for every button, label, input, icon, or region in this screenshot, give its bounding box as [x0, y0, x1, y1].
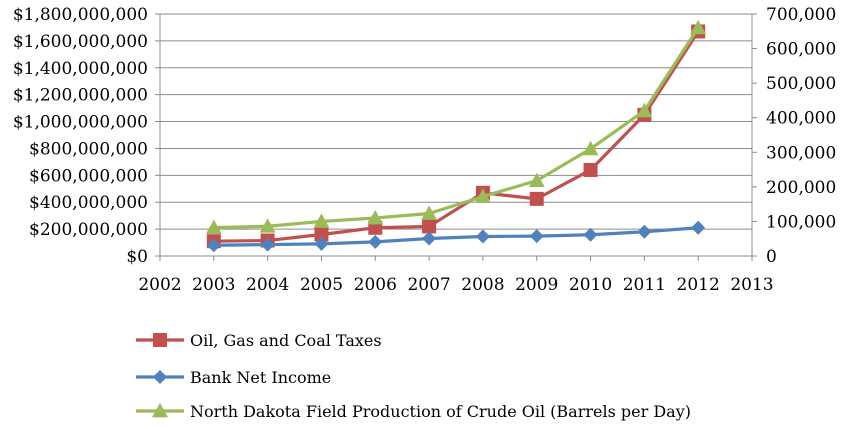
legend-label: Oil, Gas and Coal Taxes	[190, 331, 382, 350]
data-point-bank	[368, 234, 383, 249]
data-point-crude	[582, 140, 599, 156]
data-point-taxes	[529, 191, 544, 206]
data-point-bank	[314, 236, 329, 251]
x-tick-label: 2007	[407, 275, 450, 295]
x-tick-label: 2002	[138, 275, 181, 295]
data-point-crude	[474, 188, 491, 203]
left-tick-label: $600,000,000	[29, 166, 148, 186]
left-tick-label: $400,000,000	[29, 193, 148, 213]
series-bank	[206, 220, 706, 253]
left-axis-tick-labels: $0 $200,000,000 $400,000,000 $600,000,000 $8…	[13, 5, 148, 267]
gridlines	[160, 13, 752, 230]
legend-item-crude: North Dakota Field Production of Crude O…	[136, 402, 691, 421]
x-tick-label: 2010	[569, 275, 612, 295]
x-tick-label: 2004	[246, 275, 289, 295]
data-point-taxes	[583, 162, 598, 177]
x-tick-label: 2005	[300, 275, 343, 295]
right-tick-label: 100,000	[766, 212, 836, 232]
data-point-bank	[529, 229, 544, 244]
legend-swatch-marker	[152, 403, 168, 418]
right-tick-label: 500,000	[766, 74, 836, 94]
data-point-bank	[422, 231, 437, 246]
series-crude	[205, 19, 707, 235]
legend-swatch-marker	[153, 333, 167, 347]
series-line-taxes	[213, 30, 700, 243]
series-line-crude	[213, 26, 700, 230]
x-tick-label: 2003	[192, 275, 235, 295]
data-point-bank	[637, 224, 652, 239]
data-point-taxes	[314, 227, 329, 242]
legend-item-bank: Bank Net Income	[136, 368, 331, 387]
right-tick-label: 400,000	[766, 109, 836, 129]
left-tick-label: $1,800,000,000	[13, 5, 148, 25]
legend-item-taxes: Oil, Gas and Coal Taxes	[136, 331, 382, 350]
legend: Oil, Gas and Coal Taxes Bank Net Income No…	[136, 331, 691, 421]
legend-label: North Dakota Field Production of Crude O…	[190, 402, 691, 421]
data-point-taxes	[422, 219, 437, 234]
data-point-bank	[691, 220, 706, 235]
axes	[155, 13, 757, 261]
x-tick-label: 2011	[623, 275, 666, 295]
data-point-bank	[260, 237, 275, 252]
left-tick-label: $1,400,000,000	[13, 59, 148, 79]
right-tick-label: 600,000	[766, 40, 836, 60]
series-line-bank	[213, 226, 699, 247]
x-tick-label: 2008	[461, 275, 504, 295]
right-tick-label: 700,000	[766, 5, 836, 25]
x-axis-tick-labels: 2002 2003 2004 2005 2006 2007 2008 2009 2010 2011…	[138, 275, 773, 295]
data-point-crude	[421, 205, 438, 220]
left-tick-label: $200,000,000	[29, 220, 148, 240]
left-tick-label: $1,600,000,000	[13, 32, 148, 52]
data-point-crude	[313, 213, 330, 228]
legend-swatch-marker	[153, 370, 167, 384]
data-point-crude	[367, 209, 384, 225]
data-point-bank	[206, 238, 221, 253]
right-axis-tick-labels: 0 100,000 200,000 300,000 400,000 500,000 600,…	[766, 5, 836, 267]
data-point-crude	[259, 218, 276, 233]
data-point-crude	[205, 219, 222, 235]
data-point-bank	[583, 227, 598, 242]
left-tick-label: $0	[126, 247, 148, 267]
series-layer	[205, 19, 707, 253]
left-tick-label: $1,200,000,000	[13, 86, 148, 106]
right-tick-label: 300,000	[766, 143, 836, 163]
x-tick-label: 2012	[677, 275, 720, 295]
data-point-crude	[690, 19, 707, 35]
x-tick-label: 2013	[730, 275, 773, 295]
x-tick-label: 2006	[354, 275, 397, 295]
right-tick-label: 200,000	[766, 178, 836, 198]
right-tick-label: 0	[766, 247, 777, 267]
left-tick-label: $1,000,000,000	[13, 113, 148, 133]
x-tick-label: 2009	[515, 275, 558, 295]
data-point-bank	[475, 229, 490, 244]
left-tick-label: $800,000,000	[29, 139, 148, 159]
legend-label: Bank Net Income	[190, 368, 331, 387]
data-point-crude	[528, 172, 545, 188]
data-point-crude	[636, 102, 653, 118]
series-taxes	[206, 24, 706, 249]
